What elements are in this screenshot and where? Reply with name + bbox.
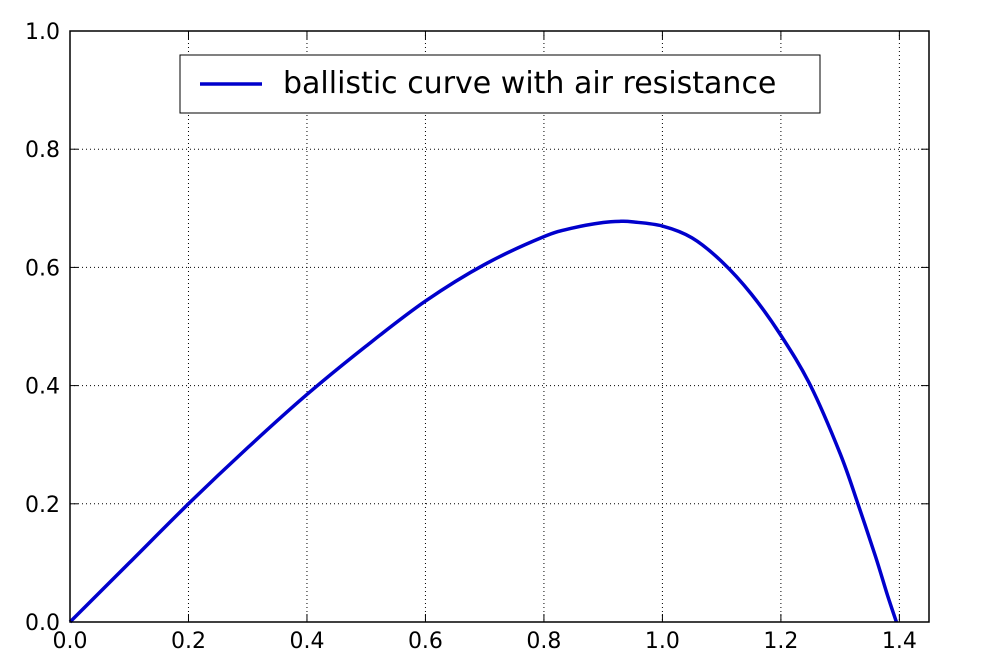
y-tick-label: 1.0 xyxy=(25,20,60,45)
legend-label: ballistic curve with air resistance xyxy=(283,66,776,101)
y-tick-label: 0.6 xyxy=(25,256,60,281)
series-line xyxy=(68,219,899,624)
plot-frame xyxy=(69,30,930,623)
y-tick-label: 0.4 xyxy=(25,375,60,400)
y-tick-label: 0.0 xyxy=(25,611,60,636)
ticks: 0.0 0.2 0.4 0.6 0.8 1.0 1.2 1.4 0.0 0.2 0.4 0.6 0.8 1… xyxy=(25,20,929,654)
x-tick-label: 0.6 xyxy=(408,629,443,654)
y-tick-label: 0.8 xyxy=(25,138,60,163)
x-tick-label: 1.0 xyxy=(645,629,680,654)
x-tick-label: 1.2 xyxy=(763,629,798,654)
plot-background xyxy=(70,31,929,622)
x-tick-label: 0.4 xyxy=(289,629,324,654)
legend: ballistic curve with air resistance xyxy=(179,54,821,114)
x-tick-label: 1.4 xyxy=(882,629,917,654)
legend-box xyxy=(179,54,821,114)
x-tick-label: 0.2 xyxy=(171,629,206,654)
y-tick-label: 0.2 xyxy=(25,493,60,518)
x-tick-label: 0.8 xyxy=(526,629,561,654)
x-tick-label: 0.0 xyxy=(53,629,88,654)
series-layer xyxy=(68,219,899,624)
